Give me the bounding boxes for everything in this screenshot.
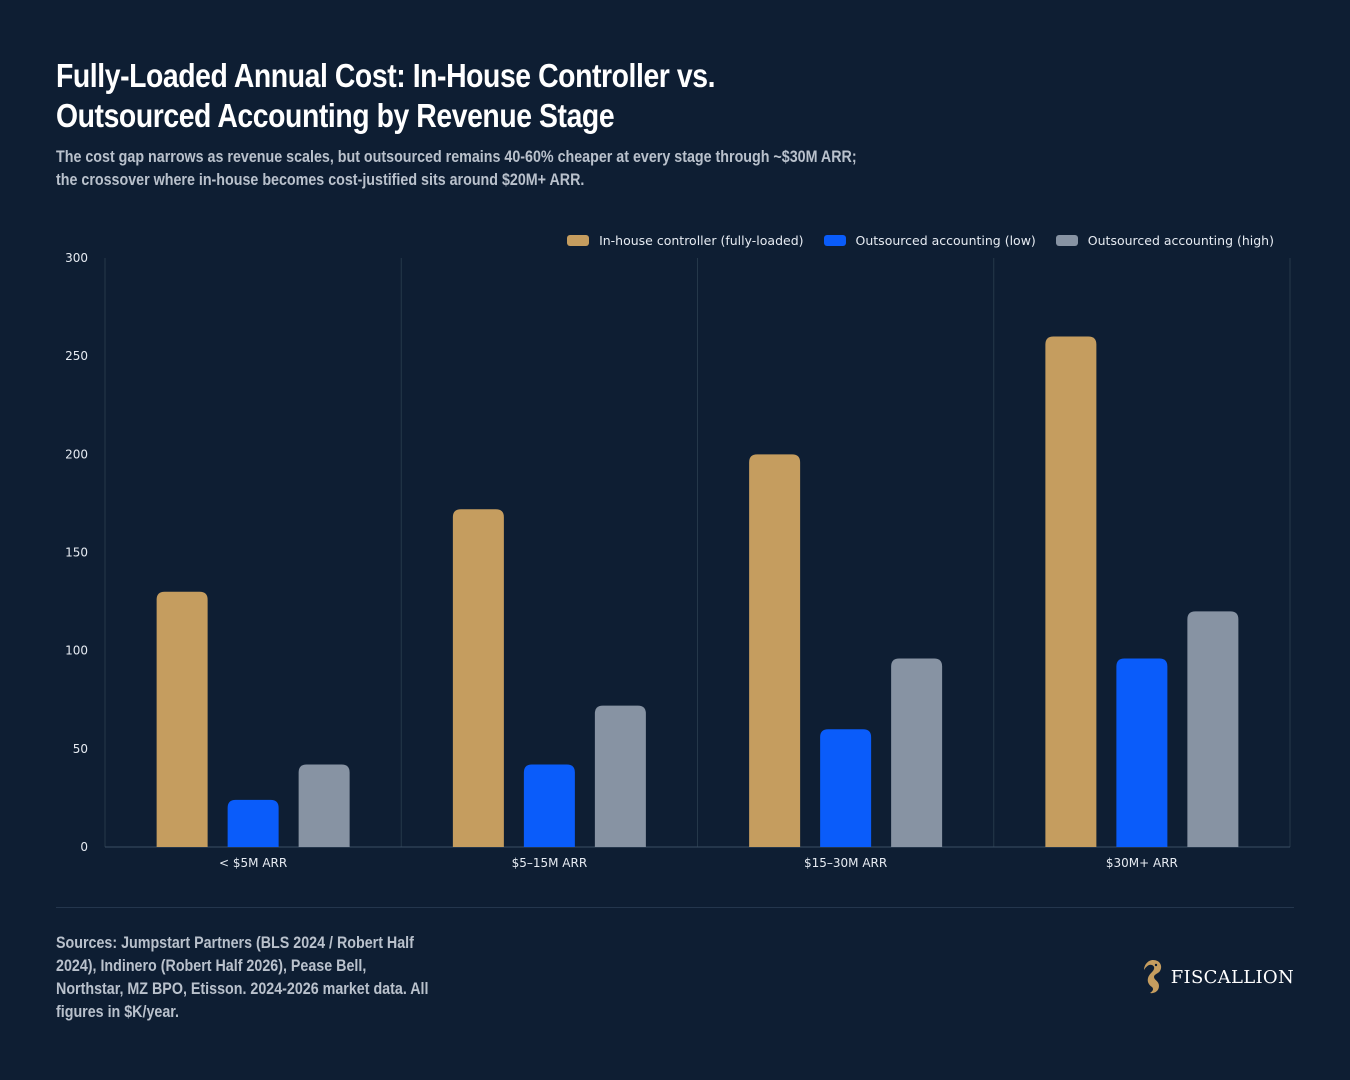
bar-outsourced-low bbox=[1116, 658, 1168, 847]
legend-label-outsourced-high: Outsourced accounting (high) bbox=[1087, 233, 1274, 248]
x-tick-label: $5–15M ARR bbox=[512, 856, 588, 870]
brand-logo: FISCALLION bbox=[1141, 958, 1294, 996]
legend-label-outsourced-low: Outsourced accounting (low) bbox=[855, 233, 1036, 248]
x-tick-label: $15–30M ARR bbox=[804, 856, 887, 870]
legend-swatch-outsourced-low bbox=[823, 235, 846, 246]
y-tick-label: 150 bbox=[65, 546, 88, 560]
y-tick-label: 250 bbox=[65, 349, 88, 363]
bar-outsourced-low bbox=[820, 729, 872, 847]
sources-line-2: 2024), Indinero (Robert Half 2026), Peas… bbox=[56, 956, 367, 975]
bar-inhouse bbox=[1045, 336, 1097, 847]
chart-title-line-1: Fully-Loaded Annual Cost: In-House Contr… bbox=[56, 57, 716, 94]
chart-legend: In-house controller (fully-loaded) Outso… bbox=[567, 233, 1274, 248]
bar-inhouse bbox=[156, 591, 208, 847]
sources-line-4: figures in $K/year. bbox=[56, 1002, 180, 1021]
bar-chart: 0 50 100 150 200 250 300 < $5M ARR $5–15M ARR $15… bbox=[65, 251, 1291, 870]
bar-outsourced-low bbox=[523, 764, 575, 847]
chart-subtitle: The cost gap narrows as revenue scales, … bbox=[56, 145, 879, 191]
y-tick-label: 100 bbox=[65, 644, 88, 658]
y-tick-label: 0 bbox=[80, 840, 88, 854]
y-tick-label: 300 bbox=[65, 251, 88, 265]
footer-divider bbox=[56, 907, 1294, 908]
x-tick-label: $30M+ ARR bbox=[1106, 856, 1178, 870]
chart-title: Fully-Loaded Annual Cost: In-House Contr… bbox=[56, 56, 830, 136]
brand-name: FISCALLION bbox=[1170, 966, 1294, 988]
sources-note: Sources: Jumpstart Partners (BLS 2024 / … bbox=[56, 931, 451, 1023]
sources-line-3: Northstar, MZ BPO, Etisson. 2024-2026 ma… bbox=[56, 979, 429, 998]
legend-item-outsourced-high: Outsourced accounting (high) bbox=[1055, 233, 1274, 248]
bar-inhouse bbox=[749, 454, 801, 847]
y-tick-label: 50 bbox=[73, 742, 88, 756]
bar-outsourced-high bbox=[298, 764, 350, 847]
bar-inhouse bbox=[452, 509, 504, 847]
legend-label-inhouse: In-house controller (fully-loaded) bbox=[599, 233, 804, 248]
y-tick-label: 200 bbox=[65, 447, 88, 461]
bar-outsourced-high bbox=[891, 658, 943, 847]
bar-outsourced-high bbox=[594, 705, 646, 847]
chart-title-line-2: Outsourced Accounting by Revenue Stage bbox=[56, 97, 615, 134]
sources-line-1: Sources: Jumpstart Partners (BLS 2024 / … bbox=[56, 933, 414, 952]
legend-swatch-inhouse bbox=[567, 235, 590, 246]
chart-subtitle-line-2: the crossover where in-house becomes cos… bbox=[56, 170, 585, 189]
x-tick-label: < $5M ARR bbox=[219, 856, 287, 870]
legend-item-outsourced-low: Outsourced accounting (low) bbox=[823, 233, 1036, 248]
legend-swatch-outsourced-high bbox=[1055, 235, 1078, 246]
bar-outsourced-high bbox=[1187, 611, 1239, 847]
seahorse-logo-icon bbox=[1143, 960, 1161, 994]
chart-subtitle-line-1: The cost gap narrows as revenue scales, … bbox=[56, 147, 857, 166]
legend-item-inhouse: In-house controller (fully-loaded) bbox=[567, 233, 804, 248]
bar-outsourced-low bbox=[227, 799, 279, 847]
